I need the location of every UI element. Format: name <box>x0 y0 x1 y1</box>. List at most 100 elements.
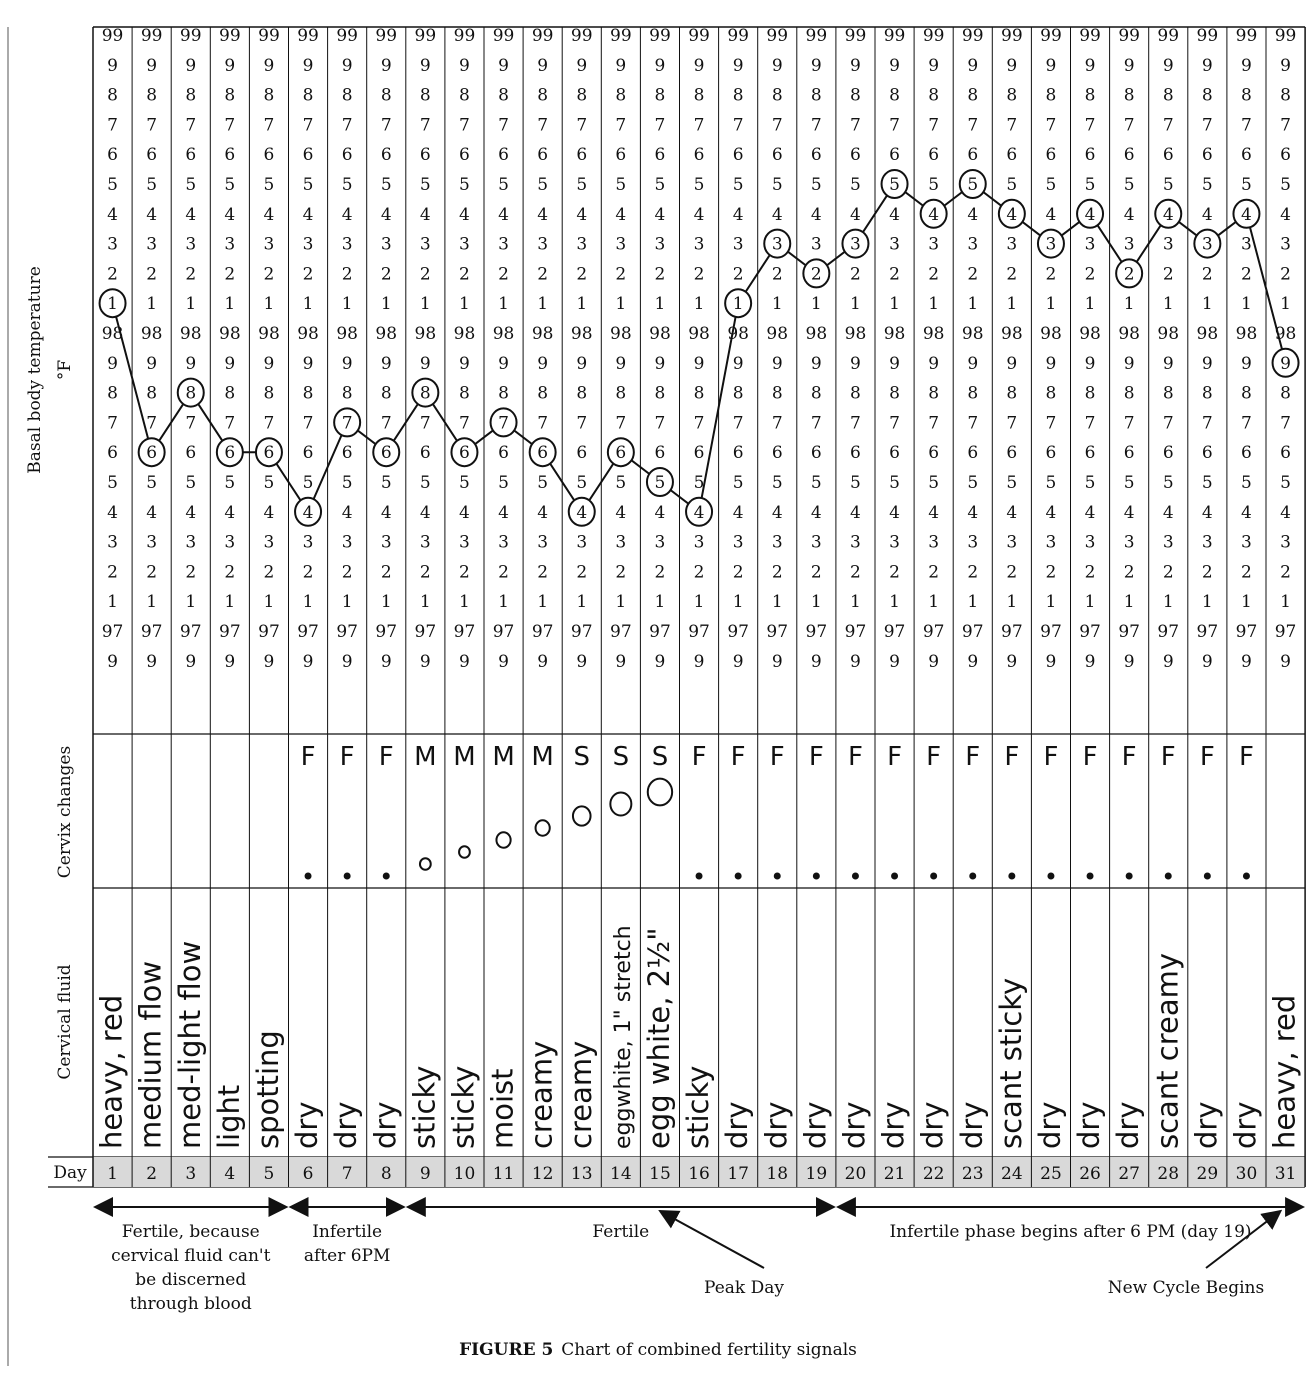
tick-label: 4 <box>811 205 822 225</box>
tick-label: 5 <box>1163 473 1174 493</box>
tick-label: 99 <box>1236 26 1258 46</box>
tick-label: 9 <box>1006 354 1017 374</box>
tick-label: 9 <box>303 56 314 76</box>
tick-label: 3 <box>889 235 900 255</box>
tick-label: 2 <box>1241 264 1252 284</box>
tick-label: 9 <box>733 354 744 374</box>
tick-label: 7 <box>420 413 431 433</box>
cervix-position-label: F <box>1004 742 1019 772</box>
tick-label: 8 <box>420 86 431 106</box>
tick-label: 1 <box>772 592 783 612</box>
temperature-point <box>880 169 909 199</box>
cervical-fluid-label: scant creamy <box>1150 953 1184 1149</box>
tick-label: 4 <box>498 205 509 225</box>
tick-label: 1 <box>1006 294 1017 314</box>
tick-label: 97 <box>336 622 358 642</box>
tick-label: 4 <box>889 503 900 523</box>
tick-label: 99 <box>884 26 906 46</box>
tick-label: 6 <box>615 145 626 165</box>
cervical-fluid-label: dry <box>1189 1102 1223 1150</box>
tick-label: 4 <box>1006 503 1017 523</box>
tick-label: 2 <box>694 264 705 284</box>
tick-label: 5 <box>850 175 861 195</box>
cervical-fluid-label: dry <box>329 1102 363 1150</box>
tick-label: 6 <box>576 145 587 165</box>
cervix-position-label: S <box>573 742 590 772</box>
tick-label: 8 <box>381 384 392 404</box>
tick-label: 9 <box>381 652 392 672</box>
tick-label: 99 <box>532 26 554 46</box>
temperature-point <box>841 228 870 259</box>
temperature-point <box>489 407 518 438</box>
tick-label: 8 <box>342 86 353 106</box>
tick-label: 4 <box>811 503 822 523</box>
tick-label: 97 <box>610 622 632 642</box>
tick-label: 9 <box>459 652 470 672</box>
tick-label: 2 <box>811 562 822 582</box>
tick-label: 5 <box>185 473 196 493</box>
tick-label: 7 <box>1163 115 1174 135</box>
day-number: 5 <box>264 1164 275 1184</box>
tick-label: 1 <box>1241 592 1252 612</box>
tick-label: 99 <box>141 26 163 46</box>
day-number: 29 <box>1197 1164 1219 1184</box>
tick-label: 97 <box>688 622 710 642</box>
cervix-position-label: M <box>414 742 436 772</box>
tick-label: 5 <box>1241 175 1252 195</box>
tick-label: 2 <box>1202 264 1213 284</box>
temperature-point-label: 7 <box>342 413 353 433</box>
tick-label: 2 <box>224 562 235 582</box>
tick-label: 9 <box>1202 652 1213 672</box>
tick-label: 4 <box>303 205 314 225</box>
temperature-point <box>1154 198 1183 229</box>
day-number: 16 <box>688 1164 710 1184</box>
tick-label: 4 <box>498 503 509 523</box>
tick-label: 9 <box>537 354 548 374</box>
tick-label: 3 <box>1006 533 1017 553</box>
tick-label: 7 <box>694 413 705 433</box>
tick-label: 1 <box>1046 294 1057 314</box>
tick-label: 97 <box>923 622 945 642</box>
tick-label: 8 <box>342 384 353 404</box>
tick-label: 1 <box>1280 592 1291 612</box>
tick-label: 97 <box>102 622 124 642</box>
tick-label: 9 <box>850 56 861 76</box>
tick-label: 7 <box>967 115 978 135</box>
day-number: 15 <box>649 1164 671 1184</box>
tick-label: 3 <box>655 235 666 255</box>
day-number: 31 <box>1275 1164 1297 1184</box>
tick-label: 3 <box>928 235 939 255</box>
tick-label: 6 <box>1046 145 1057 165</box>
temperature-point-label: 3 <box>1046 235 1057 255</box>
cervix-position-label: F <box>1161 742 1176 772</box>
tick-label: 2 <box>850 264 861 284</box>
tick-label: 3 <box>420 235 431 255</box>
cervix-opening-mark <box>646 777 674 807</box>
tick-label: 9 <box>694 56 705 76</box>
cervix-opening-mark <box>571 805 592 827</box>
tick-label: 9 <box>850 354 861 374</box>
tick-label: 7 <box>928 115 939 135</box>
tick-label: 97 <box>180 622 202 642</box>
cervix-opening-mark <box>495 831 512 849</box>
temperature-point-label: 4 <box>303 503 314 523</box>
temperature-ticks: 9998765432198987654321979999876543219898… <box>102 26 1297 672</box>
temperature-point-label: 5 <box>967 175 978 195</box>
temperature-point-label: 1 <box>733 294 744 314</box>
tick-label: 9 <box>537 652 548 672</box>
cervical-fluid-row: heavy, red medium flow med-light flow light… <box>95 925 1302 1149</box>
tick-label: 9 <box>811 652 822 672</box>
tick-label: 98 <box>649 324 671 344</box>
tick-label: 8 <box>303 384 314 404</box>
tick-label: 9 <box>342 652 353 672</box>
tick-label: 98 <box>962 324 984 344</box>
temperature-point-label: 1 <box>107 294 118 314</box>
cervical-fluid-label: eggwhite, 1" stretch <box>611 925 636 1149</box>
tick-label: 9 <box>1163 354 1174 374</box>
tick-label: 99 <box>766 26 788 46</box>
tick-label: 99 <box>962 26 984 46</box>
tick-label: 4 <box>967 205 978 225</box>
tick-label: 97 <box>141 622 163 642</box>
tick-label: 9 <box>1085 56 1096 76</box>
tick-label: 6 <box>107 443 118 463</box>
